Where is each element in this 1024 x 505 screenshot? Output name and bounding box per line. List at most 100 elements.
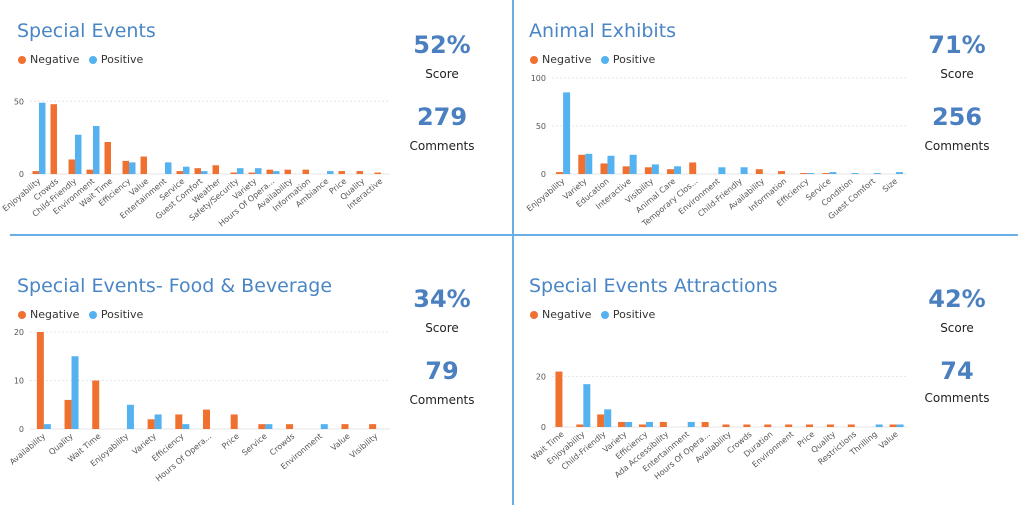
bar-positive bbox=[718, 167, 726, 174]
bar-negative bbox=[203, 409, 210, 429]
y-tick-label: 0 bbox=[541, 170, 546, 179]
bar-negative bbox=[889, 424, 897, 427]
legend-negative: Negative bbox=[18, 308, 79, 321]
bar-negative bbox=[847, 424, 855, 427]
bar-positive bbox=[604, 409, 612, 427]
x-tick-label: Service bbox=[240, 432, 268, 458]
bar-positive bbox=[625, 421, 633, 427]
comments-label: Comments bbox=[924, 391, 990, 405]
legend-positive: Positive bbox=[600, 53, 655, 66]
bar-negative bbox=[576, 424, 584, 427]
bar-negative bbox=[230, 414, 238, 429]
bar-negative bbox=[50, 104, 57, 174]
legend-negative: Negative bbox=[530, 308, 591, 321]
legend-positive-swatch bbox=[600, 56, 609, 64]
bar-positive bbox=[607, 155, 615, 174]
bar-negative bbox=[147, 419, 155, 429]
bar-negative bbox=[556, 172, 564, 174]
bar-positive bbox=[851, 173, 859, 174]
legend-negative: Negative bbox=[18, 53, 79, 66]
bar-positive bbox=[645, 421, 653, 427]
y-tick-label: 0 bbox=[541, 423, 546, 432]
chart-legend: Negative Positive bbox=[18, 308, 149, 321]
y-tick-label: 50 bbox=[536, 122, 546, 131]
bar-negative bbox=[175, 414, 183, 429]
bar-negative bbox=[64, 399, 72, 429]
bar-negative bbox=[597, 414, 605, 427]
bar-positive bbox=[129, 162, 136, 174]
bar-positive bbox=[583, 384, 591, 427]
bar-positive bbox=[237, 168, 244, 174]
comments-label: Comments bbox=[924, 139, 990, 153]
bar-negative bbox=[92, 380, 100, 429]
bar-positive bbox=[183, 166, 190, 174]
comments-value: 74 bbox=[940, 357, 974, 385]
bar-negative bbox=[212, 165, 219, 174]
bar-positive bbox=[255, 168, 262, 174]
bar-negative bbox=[743, 424, 751, 427]
bar-positive bbox=[585, 153, 593, 174]
legend-negative-swatch bbox=[530, 56, 538, 64]
bar-negative bbox=[286, 424, 294, 429]
bar-negative bbox=[785, 424, 793, 427]
bar-positive bbox=[265, 424, 273, 429]
y-tick-label: 10 bbox=[14, 377, 24, 386]
score-label: Score bbox=[940, 321, 974, 335]
y-tick-label: 20 bbox=[536, 373, 546, 382]
bar-negative bbox=[578, 154, 586, 174]
bar-negative bbox=[667, 169, 675, 174]
bar-negative bbox=[600, 163, 608, 174]
panel-title: Animal Exhibits bbox=[529, 20, 677, 42]
bar-positive bbox=[154, 414, 162, 429]
bar-negative bbox=[555, 371, 563, 427]
bar-negative bbox=[826, 424, 834, 427]
legend-positive-swatch bbox=[600, 311, 609, 319]
legend-negative-swatch bbox=[18, 56, 26, 64]
bar-negative bbox=[104, 142, 111, 174]
score-value: 71% bbox=[928, 31, 986, 59]
legend-negative-swatch bbox=[530, 311, 538, 319]
bar-negative bbox=[618, 421, 626, 427]
bar-negative bbox=[659, 421, 667, 427]
panel-title: Special Events bbox=[17, 20, 156, 42]
legend-positive: Positive bbox=[600, 308, 655, 321]
bar-negative bbox=[68, 159, 75, 174]
bar-positive bbox=[687, 421, 695, 427]
bar-negative bbox=[194, 168, 201, 174]
bar-negative bbox=[369, 424, 377, 429]
y-tick-label: 50 bbox=[14, 97, 24, 106]
score-value: 52% bbox=[413, 31, 471, 59]
bar-positive bbox=[93, 126, 100, 174]
bar-negative bbox=[122, 160, 129, 174]
x-tick-label: Price bbox=[220, 432, 241, 451]
comments-value: 279 bbox=[416, 103, 468, 131]
x-tick-label: Availability bbox=[8, 431, 47, 466]
bar-positive bbox=[201, 171, 208, 174]
y-tick-label: 100 bbox=[531, 74, 546, 83]
bar-negative bbox=[341, 424, 349, 429]
x-tick-label: Size bbox=[881, 177, 899, 195]
score-label: Score bbox=[425, 321, 459, 335]
bar-positive bbox=[327, 171, 334, 174]
bar-negative bbox=[258, 424, 266, 429]
y-tick-label: 20 bbox=[14, 328, 24, 337]
bar-positive bbox=[674, 166, 682, 174]
bar-positive bbox=[126, 404, 134, 429]
bar-chart: 050EnjoyabilityCrowdsChild-FriendlyEnvir… bbox=[1, 97, 390, 228]
bar-negative bbox=[638, 424, 646, 427]
score-label: Score bbox=[425, 67, 459, 81]
bar-positive bbox=[320, 424, 328, 429]
bar-negative bbox=[284, 169, 291, 174]
bar-positive bbox=[896, 424, 904, 427]
bar-negative bbox=[764, 424, 772, 427]
bar-positive bbox=[873, 173, 881, 174]
horizontal-divider bbox=[10, 234, 1018, 236]
panel-title: Special Events- Food & Beverage bbox=[17, 275, 333, 297]
legend-positive: Positive bbox=[88, 53, 143, 66]
score-value: 34% bbox=[413, 285, 471, 313]
bar-positive bbox=[43, 424, 51, 429]
bar-negative bbox=[338, 171, 345, 174]
bar-positive bbox=[75, 134, 82, 174]
bar-negative bbox=[140, 156, 147, 174]
